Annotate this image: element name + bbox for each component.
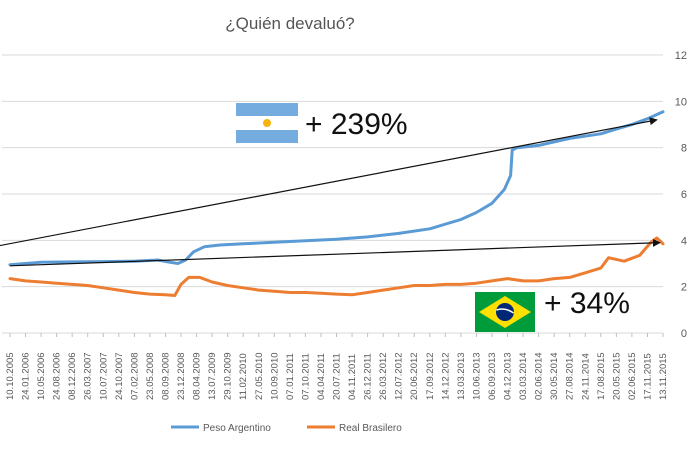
x-tick-label: 17.09.2012 [425,352,436,400]
x-tick-label: 07.01.2011 [285,353,296,400]
x-tick-label: 08.12.2006 [67,352,78,400]
x-tick-label: 10.10.2005 [5,352,16,400]
x-tick-label: 27.08.2014 [565,352,576,400]
legend-label-real: Real Brasilero [339,423,402,434]
chart-title: ¿Quién devaluó? [225,14,354,33]
brazil-flag [475,292,535,332]
x-tick-label: 10.05.2006 [36,352,47,400]
x-tick-label: 23.05.2008 [145,352,156,400]
x-tick-label: 06.09.2013 [487,352,498,400]
x-tick-label: 26.12.2011 [363,353,374,400]
x-tick-label: 20.07.2011 [332,353,343,400]
y-tick-label: 6 [681,189,687,201]
y-tick-label: 4 [681,235,687,247]
trend-arrow-0 [0,117,658,247]
x-tick-label: 20.06.2012 [409,352,420,400]
x-tick-label: 27.05.2010 [254,352,265,400]
x-tick-label: 17.08.2015 [596,352,607,400]
x-tick-label: 13.07.2009 [207,352,218,400]
x-axis-labels: 10.10.2005 24.01.2006 10.05.2006 24.08.2006… [5,333,669,400]
x-tick-label: 12.07.2012 [394,352,405,400]
x-tick-label: 24.10.2007 [114,352,125,400]
x-tick-label: 04.04.2011 [316,353,327,400]
argentina-change-label: + 239% [305,108,408,141]
x-tick-label: 23.12.2008 [176,352,187,400]
x-tick-label: 24.01.2006 [21,352,32,400]
x-tick-label: 26.03.2012 [378,352,389,400]
series-line-real-brasilero [8,236,665,297]
x-tick-label: 10.07.2007 [98,352,109,400]
brazil-change-label: + 34% [544,287,630,320]
y-tick-label: 0 [681,328,687,340]
x-tick-label: 14.12.2012 [440,352,451,400]
x-tick-label: 02.06.2014 [534,352,545,400]
y-tick-label: 10 [675,96,687,108]
x-tick-label: 24.11.2014 [580,353,591,400]
x-tick-label: 20.05.2015 [611,352,622,400]
x-tick-label: 08.04.2009 [192,352,203,400]
y-tick-label: 8 [681,143,687,155]
x-tick-label: 13.11.2015 [658,353,669,400]
legend: Peso Argentino Real Brasilero [171,423,402,434]
x-tick-label: 11.02.2010 [238,353,249,400]
x-tick-label: 30.05.2014 [549,352,560,400]
y-tick-label: 2 [681,282,687,294]
x-tick-label: 10.06.2013 [471,352,482,400]
x-tick-label: 02.06.2015 [627,352,638,400]
trend-arrow-1 [9,238,661,267]
x-tick-label: 26.03.2007 [83,352,94,400]
x-tick-label: 08.09.2008 [160,352,171,400]
argentina-flag [236,103,298,143]
x-tick-label: 17.11.2015 [642,353,653,400]
y-tick-label: 12 [675,50,687,62]
trend-arrows [0,117,661,267]
x-tick-label: 04.12.2013 [503,352,514,400]
x-tick-label: 13.03.2013 [456,352,467,400]
x-tick-label: 10.09.2010 [269,352,280,400]
x-tick-label: 29.10.2009 [223,352,234,400]
y-axis-labels: 0 2 4 6 8 10 12 [675,50,687,340]
x-tick-label: 24.08.2006 [52,352,63,400]
x-tick-label: 07.02.2008 [129,352,140,400]
x-tick-label: 07.10.2011 [300,353,311,400]
x-tick-label: 04.11.2011 [347,354,358,400]
legend-label-peso: Peso Argentino [203,423,271,434]
x-tick-label: 03.03.2014 [518,352,529,400]
